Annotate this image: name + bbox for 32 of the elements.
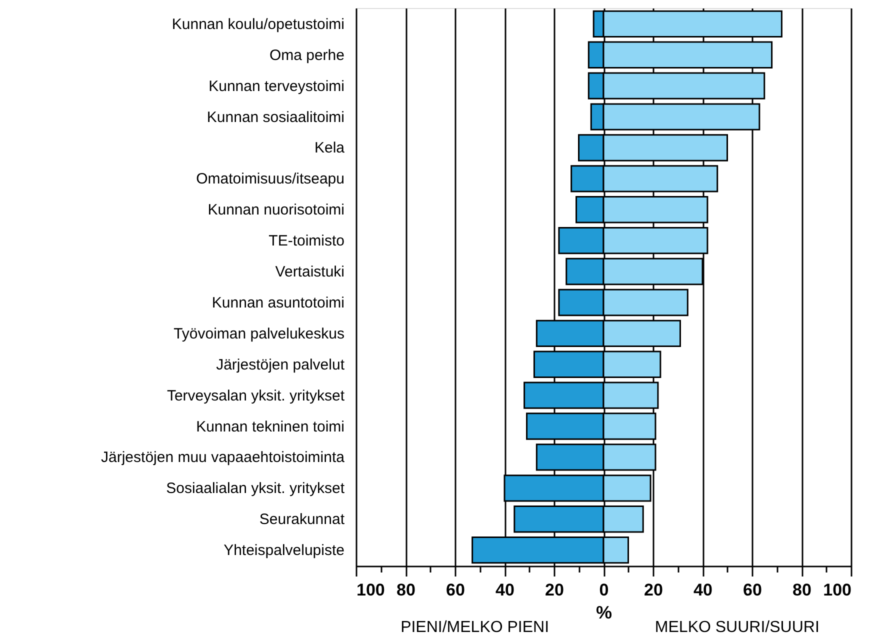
y-tick-label: Sosiaalialan yksit. yritykset xyxy=(166,480,346,498)
y-tick-label: Kunnan nuorisotoimi xyxy=(208,202,344,219)
x-tick-label: 100 xyxy=(823,580,852,600)
x-tick-label: 80 xyxy=(396,580,416,600)
x-tick-label: 40 xyxy=(496,580,514,600)
y-tick-label: Yhteispalvelupiste xyxy=(224,542,344,560)
y-tick-label: Kunnan terveystoimi xyxy=(208,78,344,95)
text: MELKO SUURI/SUURI xyxy=(654,619,820,636)
y-tick-label: Kela xyxy=(314,140,346,157)
y-tick-label: Kunnan tekninen toimi xyxy=(196,418,344,436)
x-axis-title: % xyxy=(596,602,612,622)
x-tick-label: 80 xyxy=(792,580,812,600)
y-tick-label: TE-toimisto xyxy=(268,232,344,250)
y-tick-label: Kunnan koulu/opetustoimi xyxy=(172,16,344,33)
text: PIENI/MELKO PIENI xyxy=(400,619,550,636)
y-tick-label: Omatoimisuus/itseapu xyxy=(196,170,344,188)
y-tick-label: Seurakunnat xyxy=(259,511,346,528)
x-tick-label: 100 xyxy=(356,580,385,600)
x-tick-label: 20 xyxy=(545,580,564,600)
x-tick-label: 60 xyxy=(446,580,465,600)
y-tick-label: Terveysalan yksit. yritykset xyxy=(166,387,346,404)
x-tick-label: 40 xyxy=(694,580,712,600)
x-tick-label: 60 xyxy=(743,580,762,600)
x-tick-label: 0 xyxy=(599,580,609,600)
y-tick-label: Työvoiman palvelukeskus xyxy=(174,325,344,342)
y-tick-label: Järjestöjen palvelut xyxy=(216,356,346,374)
y-tick-label: Järjestöjen muu vapaaehtoistoiminta xyxy=(101,449,346,466)
y-tick-label: Kunnan asuntotoimi xyxy=(212,294,344,312)
y-tick-label: Oma perhe xyxy=(269,46,344,64)
x-tick-label: 20 xyxy=(644,580,663,600)
y-tick-label: Vertaistuki xyxy=(275,264,344,281)
y-tick-label: Kunnan sosiaalitoimi xyxy=(206,108,344,126)
